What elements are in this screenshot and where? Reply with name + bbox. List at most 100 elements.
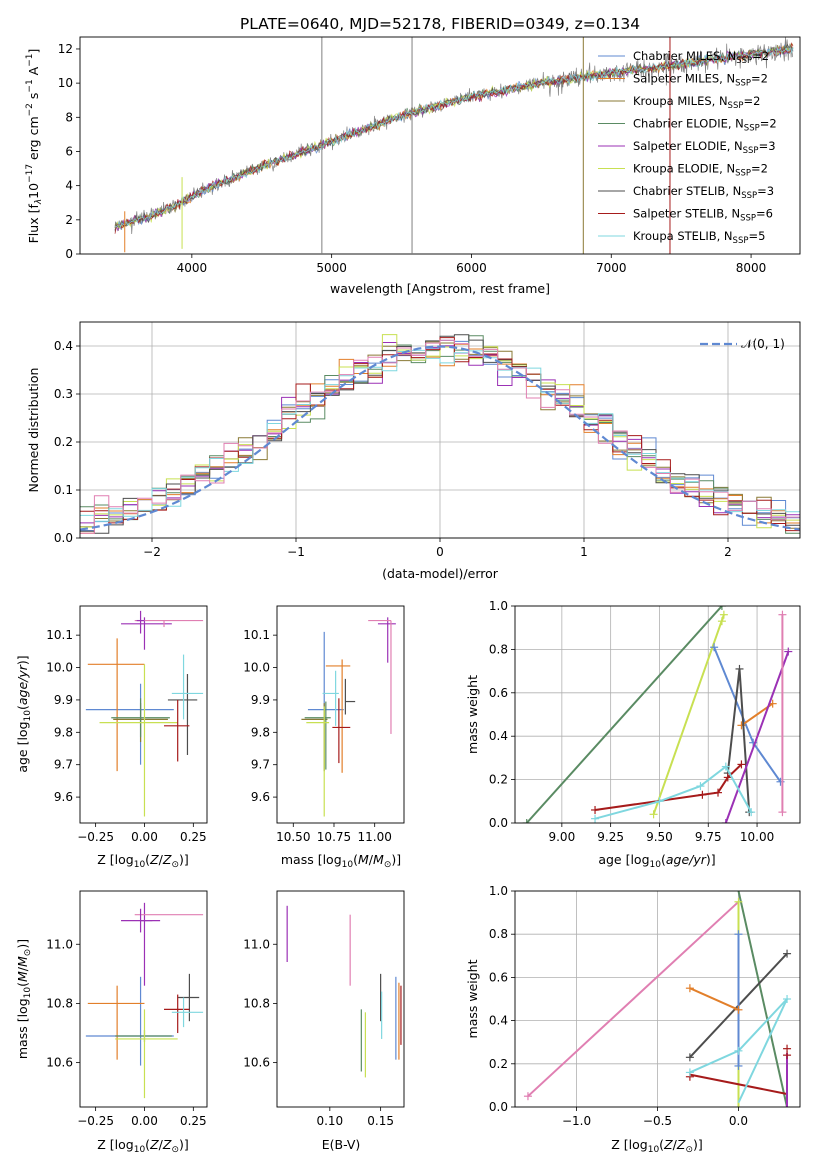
axes-frame: [79, 890, 208, 1108]
error-bar-point: [322, 670, 339, 726]
error-bar-point: [134, 619, 204, 628]
model-spectrum-9: [114, 46, 794, 229]
x-tick-label: 0.25: [180, 830, 207, 844]
y-tick-label: 9.9: [251, 693, 270, 707]
error-bar-point: [87, 638, 145, 772]
y-tick-label: 9.6: [54, 790, 73, 804]
error-bar-point: [368, 619, 392, 734]
weight-line-6: [689, 1073, 788, 1095]
spectrum-plot-area: [114, 37, 794, 254]
y-tick-label: 9.9: [54, 693, 73, 707]
y-axis-label: mass weight: [465, 675, 480, 754]
y-tick-label: 11.0: [46, 937, 73, 951]
legend-entry: 𝒩(0, 1): [741, 337, 785, 351]
y-tick-label: 10.6: [46, 1056, 73, 1070]
x-tick-label: 0.00: [131, 830, 158, 844]
error-bar-point: [115, 1009, 178, 1099]
x-axis-label: Z [log10(Z/Z⊙)]: [97, 852, 189, 870]
y-tick-label: 0.3: [54, 387, 73, 401]
figure-title: PLATE=0640, MJD=52178, FIBERID=0349, z=0…: [240, 15, 640, 33]
y-tick-label: 0.0: [489, 816, 508, 830]
legend-entry: Salpeter ELODIE, NSSP=3: [633, 139, 776, 156]
error-bar-point: [121, 908, 161, 933]
y-tick-label: 0.6: [489, 686, 508, 700]
axes-frame: [79, 36, 801, 255]
x-tick-label: −2: [143, 545, 161, 559]
x-tick-label: 9.50: [646, 830, 673, 844]
y-tick-label: 0.4: [489, 1014, 508, 1028]
x-tick-label: 9.25: [597, 830, 624, 844]
x-tick-label: 8000: [736, 261, 767, 275]
age-vs-Z-axes: −0.25 0.00 0.25 9.6 9.7 9.8 9.9 10.0 10.1: [46, 628, 206, 844]
y-axis-label: Flux [fλ10−17 erg cm−2 s−1 A−1]: [25, 49, 44, 244]
x-tick-label: 5000: [316, 261, 347, 275]
legend-entry: Kroupa MILES, NSSP=2: [633, 94, 760, 111]
x-axis-label: wavelength [Angstrom, rest frame]: [330, 281, 550, 296]
y-tick-label: 10.8: [46, 996, 73, 1010]
error-bar-point: [177, 973, 200, 1022]
x-axis-label: E(B-V): [322, 1137, 361, 1152]
error-bar-point: [164, 699, 190, 762]
error-bar-point: [344, 678, 356, 715]
x-tick-label: 6000: [456, 261, 487, 275]
error-bar-point: [377, 617, 396, 663]
y-tick-label: 9.8: [54, 725, 73, 739]
weight-vs-Z-plot-area: [523, 891, 792, 1107]
histogram-7: [80, 334, 800, 534]
y-tick-label: 1.0: [489, 599, 508, 613]
error-bar-point: [325, 659, 351, 773]
y-tick-label: 0.2: [489, 773, 508, 787]
y-tick-label: 0.4: [489, 729, 508, 743]
y-tick-label: 0.0: [489, 1100, 508, 1114]
x-tick-label: 0.25: [180, 1114, 207, 1128]
legend-entry: Kroupa STELIB, NSSP=5: [633, 229, 765, 246]
y-tick-label: 4: [65, 179, 73, 193]
mass-vs-ebv-axes: 0.10 0.15 10.6 10.8 11.0: [243, 937, 394, 1128]
y-axis-label: age [log10(age/yr)]: [15, 655, 33, 772]
x-tick-label: 4000: [177, 261, 208, 275]
y-tick-label: 0.2: [54, 435, 73, 449]
y-tick-label: 10.8: [243, 996, 270, 1010]
weight-line-6: [724, 651, 790, 823]
y-tick-label: 0.1: [54, 483, 73, 497]
error-bar-point: [332, 698, 351, 764]
x-tick-label: 0.15: [367, 1114, 394, 1128]
mass-vs-Z-plot-area: [85, 902, 204, 1099]
axes-frame: [276, 890, 405, 1108]
y-tick-label: 0.8: [489, 642, 508, 656]
y-axis-label: mass [log10(M/M⊙)]: [15, 939, 33, 1059]
x-tick-label: −1.0: [562, 1114, 591, 1128]
y-tick-label: 10.1: [243, 628, 270, 642]
y-tick-label: 9.7: [251, 758, 270, 772]
x-tick-label: 0.00: [131, 1114, 158, 1128]
histogram-6: [80, 334, 800, 529]
weight-line-1: [527, 901, 740, 1097]
mass-vs-Z-axes: −0.25 0.00 0.25 10.6 10.8 11.0: [46, 937, 206, 1128]
y-tick-label: 0.4: [54, 339, 73, 353]
weight-line-8: [737, 998, 788, 1104]
error-bar-point: [304, 701, 331, 770]
x-tick-label: 9.00: [548, 830, 575, 844]
legend-entry: Salpeter MILES, NSSP=2: [633, 72, 768, 89]
legend-entry: Salpeter STELIB, NSSP=6: [633, 207, 773, 224]
axes-frame: [514, 605, 801, 824]
x-tick-label: 9.75: [695, 830, 722, 844]
x-tick-label: 0: [436, 545, 444, 559]
y-tick-label: 0.8: [489, 927, 508, 941]
error-bar-point: [111, 698, 170, 738]
y-tick-label: 12: [58, 42, 73, 56]
y-tick-label: 0.2: [489, 1057, 508, 1071]
x-axis-label: Z [log10(Z/Z⊙)]: [97, 1137, 189, 1155]
age-vs-mass-axes: 10.50 10.75 11.00 9.6 9.7 9.8 9.9 10.0 10.1: [243, 628, 392, 844]
legend-entry: Chabrier STELIB, NSSP=3: [633, 184, 774, 201]
mass-vs-ebv-plot-area: [286, 905, 402, 1078]
x-tick-label: 2: [724, 545, 732, 559]
y-tick-label: 0.0: [54, 531, 73, 545]
residuals-plot-area: [80, 334, 800, 534]
spectrum-legend: Chabrier MILES, NSSP=2 Salpeter MILES, NS…: [598, 49, 777, 246]
legend-entry: Chabrier ELODIE, NSSP=2: [633, 117, 777, 134]
x-tick-label: 10.50: [276, 830, 310, 844]
weight-line-2: [737, 891, 788, 1107]
x-tick-label: 1: [580, 545, 588, 559]
weight-line-5: [689, 987, 739, 1011]
